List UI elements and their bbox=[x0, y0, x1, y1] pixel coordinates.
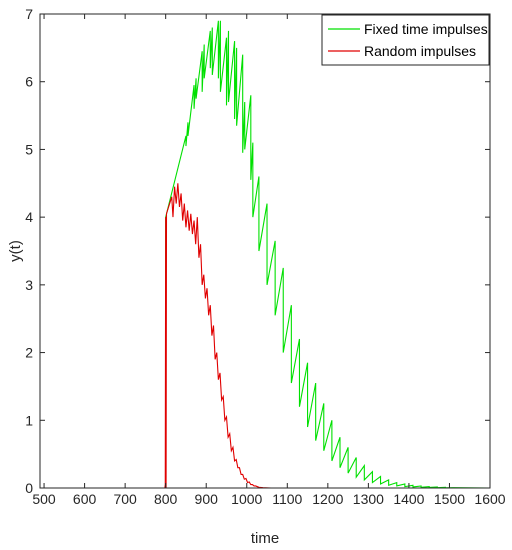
legend-label-random: Random impulses bbox=[364, 43, 476, 59]
y-tick-label: 5 bbox=[25, 141, 33, 157]
x-axis-label: time bbox=[251, 530, 279, 547]
x-tick-label: 900 bbox=[195, 491, 219, 507]
x-axis-ticks: 500 600 700 800 900 1000 1100 1200 1300 1400 1500 1… bbox=[32, 14, 506, 507]
y-tick-label: 1 bbox=[25, 412, 33, 428]
x-tick-label: 1100 bbox=[272, 491, 302, 507]
series-layer bbox=[40, 20, 491, 489]
y-tick-label: 0 bbox=[25, 480, 33, 496]
x-tick-label: 1400 bbox=[393, 491, 424, 507]
y-tick-label: 7 bbox=[25, 6, 33, 22]
y-tick-label: 4 bbox=[25, 209, 33, 225]
series-line-fixed bbox=[40, 20, 491, 489]
x-tick-label: 1500 bbox=[434, 491, 465, 507]
y-axis-ticks: 0 1 2 3 4 5 6 7 bbox=[25, 6, 490, 496]
x-tick-label: 1300 bbox=[353, 491, 384, 507]
x-tick-label: 600 bbox=[73, 491, 97, 507]
legend: Fixed time impulses Random impulses bbox=[321, 14, 490, 66]
legend-box bbox=[321, 14, 490, 66]
y-tick-label: 2 bbox=[25, 345, 33, 361]
x-tick-label: 500 bbox=[32, 491, 56, 507]
y-tick-label: 6 bbox=[25, 74, 33, 90]
x-tick-label: 1600 bbox=[474, 491, 505, 507]
x-tick-label: 700 bbox=[113, 491, 137, 507]
x-tick-label: 1200 bbox=[312, 491, 343, 507]
series-line-random bbox=[40, 183, 490, 489]
legend-label-fixed: Fixed time impulses bbox=[364, 21, 488, 37]
x-tick-label: 800 bbox=[154, 491, 178, 507]
y-axis-label: y(t) bbox=[7, 240, 24, 262]
x-tick-label: 1000 bbox=[231, 491, 262, 507]
plot-area-border bbox=[39, 13, 491, 489]
y-tick-label: 3 bbox=[25, 277, 33, 293]
